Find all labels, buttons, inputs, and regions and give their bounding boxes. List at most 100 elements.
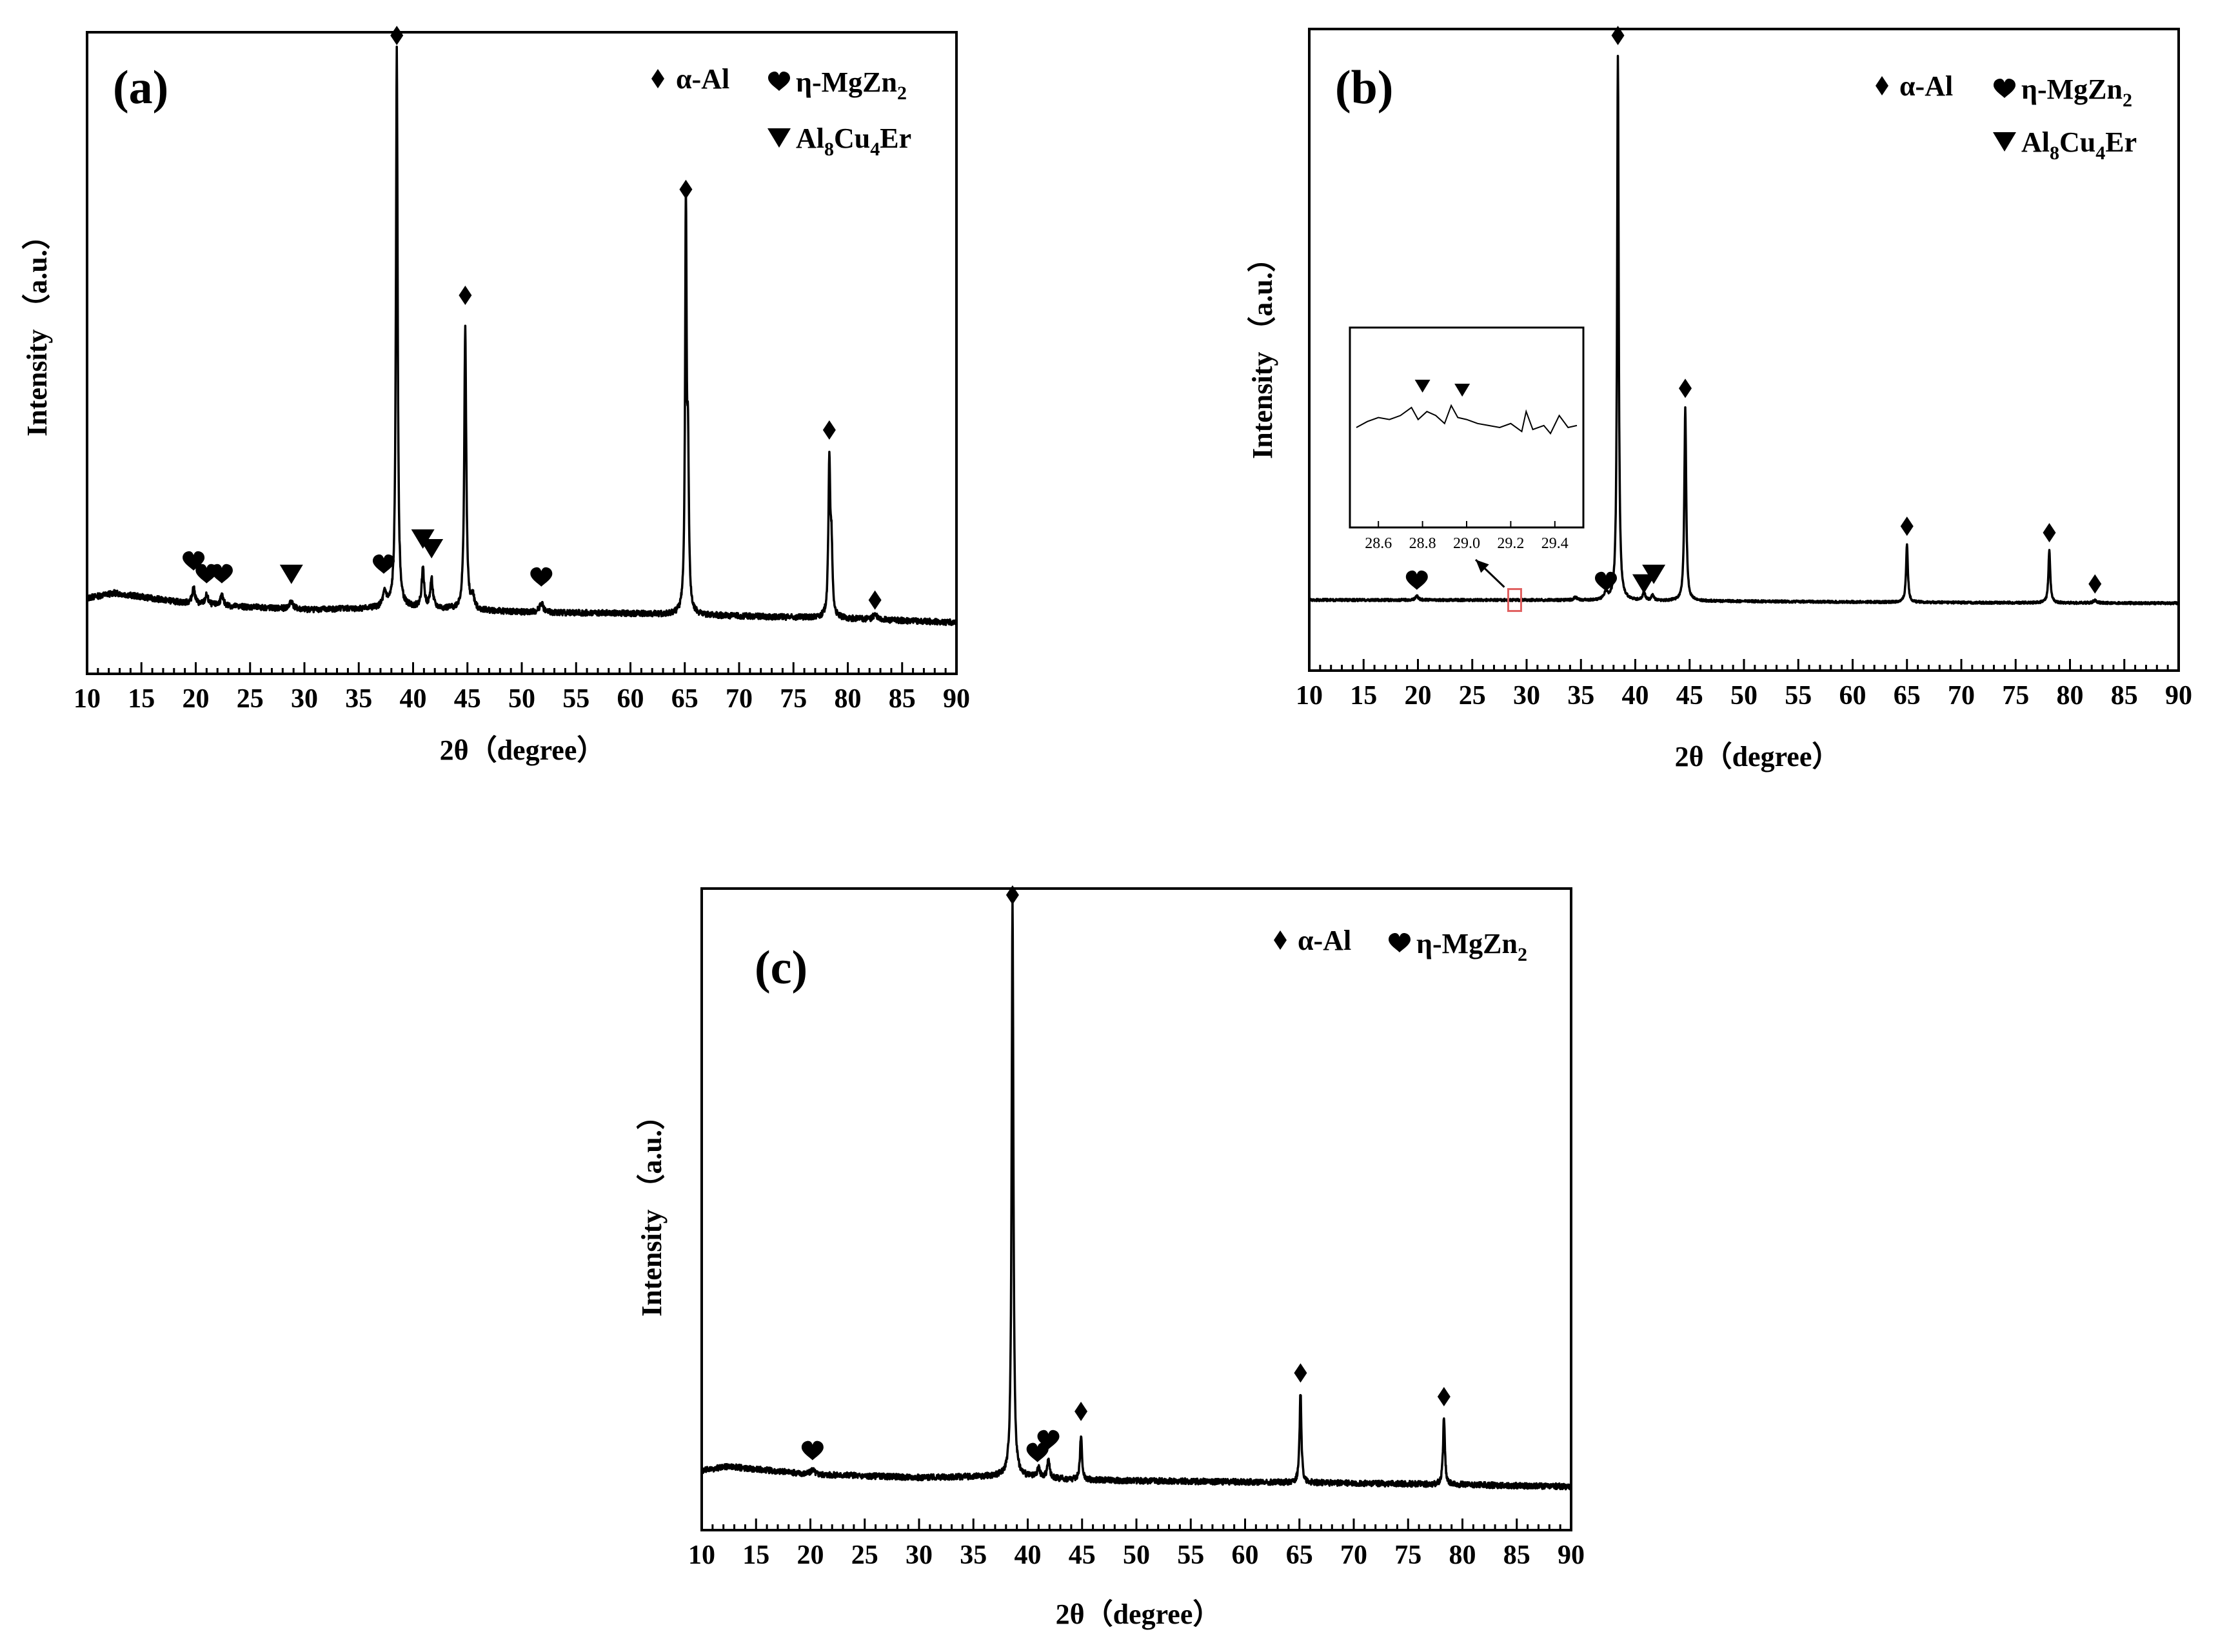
plot-frame	[700, 887, 1572, 1531]
x-tick-label: 15	[742, 1540, 769, 1570]
diamond-marker-icon	[2043, 523, 2056, 543]
y-axis-label: Intensity （a.u.）	[636, 1101, 668, 1317]
inset-tick-marks	[1378, 521, 1556, 527]
xrd-trace	[1308, 55, 2180, 605]
zoom-arrowhead	[1476, 560, 1489, 573]
x-tick-label: 60	[1232, 1540, 1259, 1570]
inset-markers	[1414, 379, 1470, 397]
x-tick-label: 10	[74, 684, 101, 714]
x-tick-label: 65	[671, 684, 698, 714]
y-axis-label: Intensity （a.u.）	[21, 221, 53, 437]
x-tick-label: 50	[508, 684, 535, 714]
x-tick-label: 40	[1015, 1540, 1042, 1570]
legend: α-Al η-MgZn2 Al8Cu4Er	[651, 63, 911, 160]
diamond-marker-icon	[1437, 1387, 1451, 1407]
x-tick-label: 10	[1296, 681, 1323, 711]
diamond-marker-icon	[679, 179, 693, 199]
x-tick-label: 75	[2002, 681, 2029, 711]
x-tick-label: 60	[617, 684, 644, 714]
x-tick-label: 80	[2057, 681, 2084, 711]
x-tick-label: 85	[1503, 1540, 1530, 1570]
legend-item-mgzn2: η-MgZn2	[796, 66, 907, 104]
legend-item-alpha-al: α-Al	[1298, 925, 1351, 956]
inset-x-tick-label: 29.0	[1453, 535, 1480, 552]
x-tick-label: 60	[1839, 681, 1866, 711]
x-tick-label: 15	[128, 684, 155, 714]
x-tick-label: 45	[1676, 681, 1703, 711]
phase-markers	[183, 25, 882, 610]
panel-label: (a)	[113, 61, 168, 114]
legend-diamond-icon	[651, 69, 664, 88]
diamond-marker-icon	[1294, 1363, 1307, 1383]
legend-item-mgzn2: η-MgZn2	[2021, 74, 2132, 111]
x-tick-label: 35	[345, 684, 372, 714]
phase-markers	[801, 885, 1451, 1462]
inset-x-tick-label: 29.2	[1497, 535, 1524, 552]
legend-item-alpha-al: α-Al	[676, 63, 729, 95]
panel-label: (b)	[1335, 61, 1393, 114]
x-tick-label: 85	[889, 684, 916, 714]
x-tick-label: 20	[1405, 681, 1432, 711]
legend-item-al8cu4er: Al8Cu4Er	[796, 123, 911, 160]
legend-item-mgzn2: η-MgZn2	[1416, 928, 1527, 965]
legend-diamond-icon	[1274, 930, 1287, 950]
x-tick-label: 90	[1558, 1540, 1585, 1570]
inset-x-tick-label: 29.4	[1541, 535, 1569, 552]
x-tick-label: 70	[726, 684, 753, 714]
x-tick-label: 50	[1730, 681, 1758, 711]
zoom-region-box	[1507, 588, 1522, 613]
x-tick-label: 65	[1894, 681, 1921, 711]
x-tick-label: 40	[1622, 681, 1649, 711]
x-tick-label: 65	[1286, 1540, 1313, 1570]
heart-marker-icon	[801, 1441, 824, 1460]
xrd-trace	[700, 899, 1572, 1491]
inset-zoom: 28.6 28.8 29.0 29.2 29.4	[1349, 326, 1585, 613]
heart-marker-icon	[530, 567, 553, 587]
legend-triangle-down-icon	[1993, 132, 2016, 152]
x-tick-label: 20	[797, 1540, 824, 1570]
legend-diamond-icon	[1876, 76, 1888, 95]
legend-item-alpha-al: α-Al	[1899, 70, 1953, 102]
x-tick-label: 15	[1350, 681, 1377, 711]
x-tick-label: 45	[1069, 1540, 1096, 1570]
inset-frame	[1349, 326, 1585, 529]
x-tick-label: 30	[1513, 681, 1540, 711]
tick-marks	[86, 662, 958, 674]
x-tick-label: 75	[780, 684, 807, 714]
heart-marker-icon	[373, 554, 395, 574]
inset-x-tick-label: 28.8	[1409, 535, 1436, 552]
x-tick-label: 35	[960, 1540, 987, 1570]
diamond-marker-icon	[1900, 516, 1914, 536]
x-tick-label: 30	[291, 684, 318, 714]
x-axis-label: 2θ（degree）	[1675, 741, 1841, 772]
legend-item-al8cu4er: Al8Cu4Er	[2021, 126, 2137, 164]
diamond-marker-icon	[868, 590, 882, 610]
inset-trace	[1356, 404, 1578, 435]
x-tick-label: 90	[943, 684, 970, 714]
xrd-trace	[86, 45, 958, 626]
x-tick-label: 25	[1459, 681, 1486, 711]
diamond-marker-icon	[1679, 379, 1692, 398]
panel-a: 10 15 20 25 30 35 40 45 50 55 60 65 70 75 80 85 90 (a) 2…	[21, 25, 970, 766]
x-tick-label: 70	[1340, 1540, 1367, 1570]
diamond-marker-icon	[390, 25, 404, 45]
x-tick-label: 45	[454, 684, 481, 714]
x-axis-label: 2θ（degree）	[1056, 1598, 1222, 1630]
legend-heart-icon	[768, 72, 790, 91]
panel-b: 10 15 20 25 30 35 40 45 50 55 60 65 70 75 80 85 90 (b) 2…	[1247, 25, 2192, 772]
x-tick-label: 30	[906, 1540, 933, 1570]
heart-marker-icon	[210, 564, 233, 584]
tick-marks	[1308, 659, 2180, 671]
legend: α-Al η-MgZn2	[1274, 925, 1527, 965]
x-tick-label: 40	[400, 684, 427, 714]
x-tick-label: 25	[237, 684, 264, 714]
x-tick-label: 80	[835, 684, 862, 714]
legend-heart-icon	[1994, 79, 2015, 98]
x-axis-label: 2θ（degree）	[440, 734, 606, 766]
panel-c: 10 15 20 25 30 35 40 45 50 55 60 65 70 75 80 85 90 (c) 2…	[636, 885, 1585, 1630]
x-tick-label: 55	[1785, 681, 1812, 711]
x-tick-label: 25	[851, 1540, 878, 1570]
panel-label: (c)	[755, 941, 807, 994]
x-tick-label: 85	[2111, 681, 2138, 711]
